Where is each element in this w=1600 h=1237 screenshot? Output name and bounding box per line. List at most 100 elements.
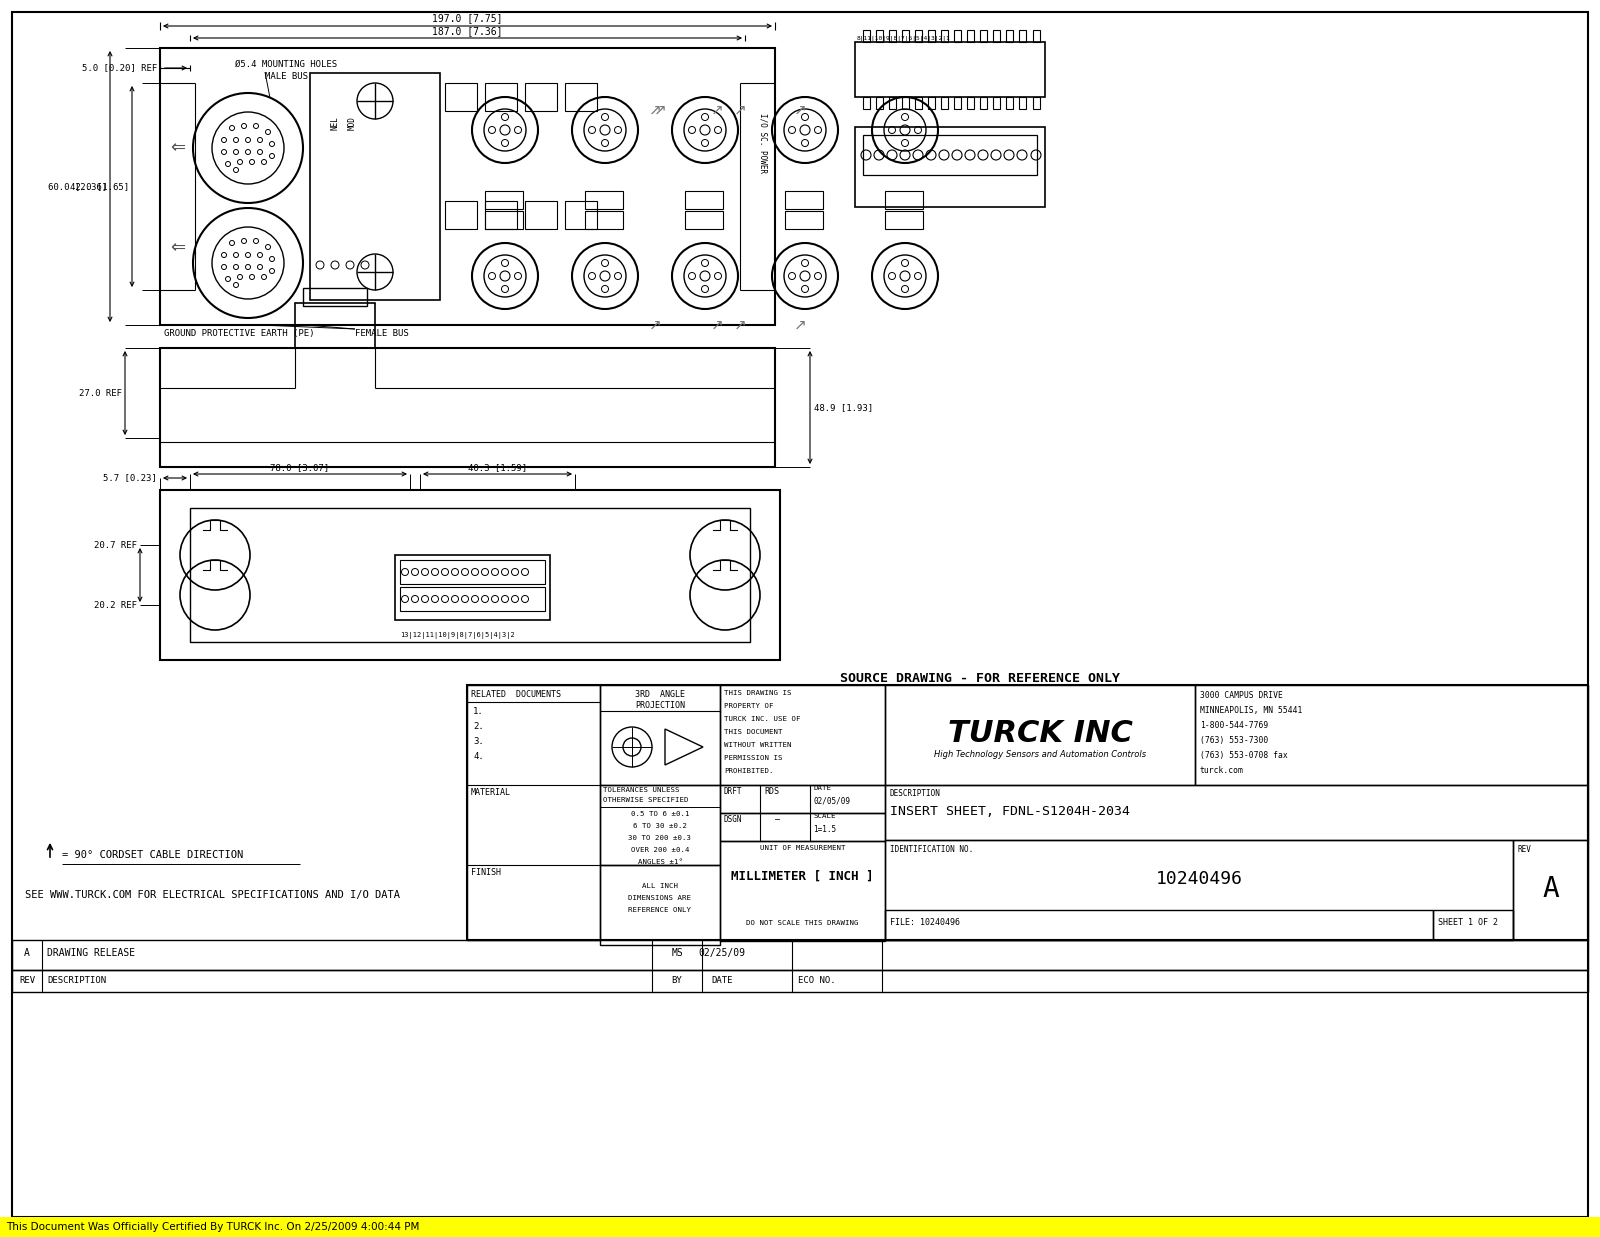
Text: MATERIAL: MATERIAL bbox=[470, 788, 510, 797]
Circle shape bbox=[258, 137, 262, 142]
Text: BY: BY bbox=[672, 976, 682, 985]
Text: ⇐: ⇐ bbox=[171, 239, 186, 257]
Text: DATE: DATE bbox=[813, 785, 830, 790]
Text: SOURCE DRAWING - FOR REFERENCE ONLY: SOURCE DRAWING - FOR REFERENCE ONLY bbox=[840, 672, 1120, 685]
Text: High Technology Sensors and Automation Controls: High Technology Sensors and Automation C… bbox=[934, 750, 1146, 760]
Bar bbox=[160, 490, 781, 661]
Bar bbox=[954, 30, 962, 42]
Bar bbox=[720, 685, 885, 785]
Bar bbox=[890, 96, 896, 109]
Circle shape bbox=[221, 150, 227, 155]
Text: 27.0 REF: 27.0 REF bbox=[78, 388, 122, 397]
Circle shape bbox=[245, 137, 251, 142]
Text: 48.9 [1.93]: 48.9 [1.93] bbox=[814, 403, 874, 412]
Text: RDS: RDS bbox=[765, 787, 779, 795]
Bar bbox=[915, 30, 922, 42]
Circle shape bbox=[402, 569, 408, 575]
Text: FILE: 10240496: FILE: 10240496 bbox=[890, 918, 960, 927]
Circle shape bbox=[899, 125, 910, 135]
Text: DIMENSIONS ARE: DIMENSIONS ARE bbox=[629, 896, 691, 901]
Text: (763) 553-7300: (763) 553-7300 bbox=[1200, 736, 1269, 745]
Text: 6 TO 30 ±0.2: 6 TO 30 ±0.2 bbox=[634, 823, 686, 829]
Bar bbox=[885, 190, 923, 209]
Text: 197.0 [7.75]: 197.0 [7.75] bbox=[432, 14, 502, 24]
Text: FINISH: FINISH bbox=[470, 868, 501, 877]
Text: GROUND PROTECTIVE EARTH (PE): GROUND PROTECTIVE EARTH (PE) bbox=[165, 329, 315, 338]
Circle shape bbox=[229, 240, 235, 245]
Bar bbox=[445, 200, 477, 229]
Circle shape bbox=[432, 569, 438, 575]
Bar bbox=[600, 685, 720, 785]
Circle shape bbox=[234, 167, 238, 172]
Text: SCALE: SCALE bbox=[813, 813, 835, 819]
Circle shape bbox=[221, 137, 227, 142]
Text: A: A bbox=[24, 948, 30, 957]
Circle shape bbox=[226, 277, 230, 282]
Text: 3RD  ANGLE: 3RD ANGLE bbox=[635, 690, 685, 699]
Circle shape bbox=[229, 125, 235, 130]
Circle shape bbox=[234, 252, 238, 257]
Circle shape bbox=[501, 569, 509, 575]
Circle shape bbox=[266, 245, 270, 250]
Text: PROPERTY OF: PROPERTY OF bbox=[723, 703, 773, 709]
Bar bbox=[720, 813, 885, 841]
Text: REFERENCE ONLY: REFERENCE ONLY bbox=[629, 907, 691, 913]
Bar bbox=[294, 303, 374, 348]
Text: ↗: ↗ bbox=[648, 103, 661, 118]
Text: = 90° CORDSET CABLE DIRECTION: = 90° CORDSET CABLE DIRECTION bbox=[62, 850, 243, 860]
Bar bbox=[400, 588, 546, 611]
Bar bbox=[302, 288, 366, 306]
Text: 40.3 [1.59]: 40.3 [1.59] bbox=[467, 463, 526, 473]
Circle shape bbox=[234, 265, 238, 270]
Circle shape bbox=[701, 125, 710, 135]
Bar bbox=[485, 212, 523, 229]
Text: PROHIBITED.: PROHIBITED. bbox=[723, 768, 773, 774]
Circle shape bbox=[411, 595, 419, 602]
Text: 8|11|10|9|8|7|6|5|4|3|2|1: 8|11|10|9|8|7|6|5|4|3|2|1 bbox=[858, 36, 950, 41]
Circle shape bbox=[221, 252, 227, 257]
Circle shape bbox=[461, 569, 469, 575]
Circle shape bbox=[442, 595, 448, 602]
Text: 20.2 REF: 20.2 REF bbox=[94, 600, 138, 610]
Bar bbox=[1034, 96, 1040, 109]
Bar bbox=[928, 30, 934, 42]
Circle shape bbox=[269, 256, 275, 261]
Bar bbox=[885, 212, 923, 229]
Text: ↗: ↗ bbox=[654, 103, 666, 118]
Bar bbox=[586, 212, 622, 229]
Bar bbox=[1034, 30, 1040, 42]
Text: PERMISSION IS: PERMISSION IS bbox=[723, 755, 782, 761]
Text: 3.: 3. bbox=[474, 737, 483, 746]
Circle shape bbox=[600, 125, 610, 135]
Text: 30 TO 200 ±0.3: 30 TO 200 ±0.3 bbox=[629, 835, 691, 841]
Text: THIS DOCUMENT: THIS DOCUMENT bbox=[723, 729, 782, 735]
Bar bbox=[1006, 96, 1013, 109]
Bar bbox=[565, 83, 597, 111]
Text: A: A bbox=[1542, 875, 1558, 903]
Circle shape bbox=[522, 595, 528, 602]
Bar bbox=[467, 685, 1587, 940]
Text: OVER 200 ±0.4: OVER 200 ±0.4 bbox=[630, 847, 690, 854]
Bar bbox=[1514, 840, 1587, 940]
Text: MINNEAPOLIS, MN 55441: MINNEAPOLIS, MN 55441 bbox=[1200, 706, 1302, 715]
Bar bbox=[862, 135, 1037, 174]
Circle shape bbox=[245, 265, 251, 270]
Text: 5.7 [0.23]: 5.7 [0.23] bbox=[104, 474, 157, 482]
Bar bbox=[586, 190, 622, 209]
Circle shape bbox=[501, 595, 509, 602]
Text: 0.5 TO 6 ±0.1: 0.5 TO 6 ±0.1 bbox=[630, 811, 690, 816]
Circle shape bbox=[266, 130, 270, 135]
Text: FEMALE BUS: FEMALE BUS bbox=[355, 329, 408, 338]
Text: ↗: ↗ bbox=[710, 103, 723, 118]
Circle shape bbox=[411, 569, 419, 575]
Circle shape bbox=[451, 569, 459, 575]
Text: 20.7 REF: 20.7 REF bbox=[94, 541, 138, 549]
Bar bbox=[685, 212, 723, 229]
Text: NEL: NEL bbox=[331, 116, 339, 130]
Text: SEE WWW.TURCK.COM FOR ELECTRICAL SPECIFICATIONS AND I/O DATA: SEE WWW.TURCK.COM FOR ELECTRICAL SPECIFI… bbox=[26, 889, 400, 901]
Text: 1=1.5: 1=1.5 bbox=[813, 825, 837, 834]
Text: DESCRIPTION: DESCRIPTION bbox=[890, 789, 941, 798]
Text: MS: MS bbox=[670, 948, 683, 957]
Bar bbox=[890, 30, 896, 42]
Circle shape bbox=[442, 569, 448, 575]
